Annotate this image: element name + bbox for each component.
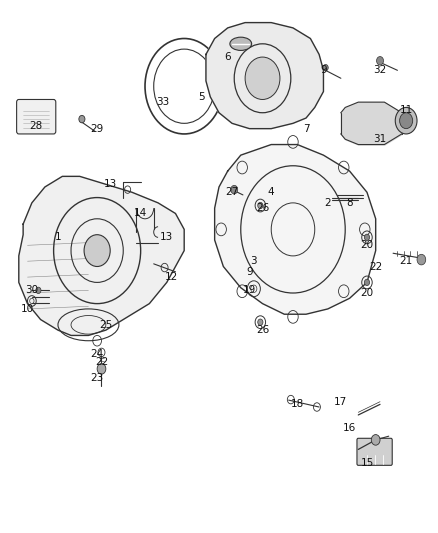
Circle shape <box>79 115 85 123</box>
Text: 6: 6 <box>224 52 231 62</box>
Text: 32: 32 <box>374 66 387 75</box>
Polygon shape <box>215 144 376 314</box>
Circle shape <box>323 64 328 71</box>
Text: 11: 11 <box>399 105 413 115</box>
Circle shape <box>36 287 41 294</box>
Text: 29: 29 <box>91 124 104 134</box>
Text: 4: 4 <box>268 187 275 197</box>
Ellipse shape <box>230 37 252 51</box>
Text: 8: 8 <box>346 198 353 208</box>
Circle shape <box>395 108 417 134</box>
Text: 24: 24 <box>91 349 104 359</box>
Text: 14: 14 <box>134 208 147 219</box>
Text: 17: 17 <box>334 397 347 407</box>
Text: 3: 3 <box>251 256 257 266</box>
Text: 28: 28 <box>30 121 43 131</box>
Text: 10: 10 <box>21 304 34 314</box>
Circle shape <box>245 57 280 100</box>
Text: 27: 27 <box>226 187 239 197</box>
Circle shape <box>364 279 370 286</box>
Text: 25: 25 <box>99 320 113 330</box>
Text: 30: 30 <box>25 285 39 295</box>
Circle shape <box>364 234 370 240</box>
Text: 12: 12 <box>165 272 178 282</box>
Text: 33: 33 <box>156 97 169 107</box>
Text: 23: 23 <box>91 373 104 383</box>
FancyBboxPatch shape <box>17 100 56 134</box>
Circle shape <box>417 254 426 265</box>
Text: 19: 19 <box>243 285 256 295</box>
Text: 20: 20 <box>360 288 374 298</box>
Text: 20: 20 <box>360 240 374 251</box>
Circle shape <box>399 113 413 128</box>
Text: 18: 18 <box>291 399 304 409</box>
Text: 26: 26 <box>256 203 269 213</box>
Text: 21: 21 <box>399 256 413 266</box>
Text: 13: 13 <box>160 232 173 243</box>
Circle shape <box>231 185 238 194</box>
Text: 2: 2 <box>325 198 331 208</box>
Circle shape <box>371 434 380 445</box>
Circle shape <box>258 319 263 325</box>
Text: 7: 7 <box>303 124 309 134</box>
Text: 13: 13 <box>103 179 117 189</box>
Polygon shape <box>206 22 323 128</box>
Text: 31: 31 <box>374 134 387 144</box>
Circle shape <box>377 56 384 65</box>
Text: 9: 9 <box>320 66 327 75</box>
FancyBboxPatch shape <box>357 438 392 465</box>
Text: 5: 5 <box>198 92 205 102</box>
Text: 15: 15 <box>360 458 374 467</box>
Circle shape <box>97 364 106 374</box>
Text: 9: 9 <box>246 267 253 277</box>
Text: 22: 22 <box>95 357 108 367</box>
Text: 26: 26 <box>256 325 269 335</box>
Polygon shape <box>19 176 184 335</box>
Text: 1: 1 <box>55 232 61 243</box>
Circle shape <box>84 235 110 266</box>
Text: 22: 22 <box>369 262 382 271</box>
Text: 16: 16 <box>343 423 356 433</box>
Circle shape <box>258 203 263 209</box>
